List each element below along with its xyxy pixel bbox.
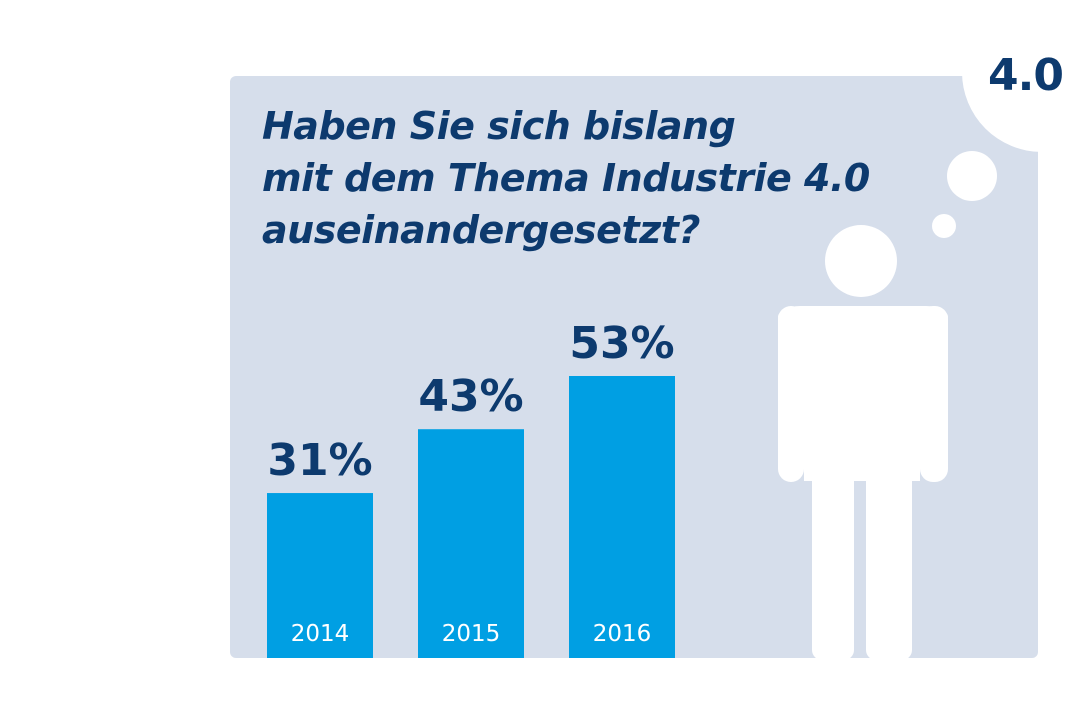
badge-label: 4.0 bbox=[988, 50, 1064, 101]
category-label-2016: 2016 bbox=[593, 621, 652, 647]
bar-2015 bbox=[418, 429, 524, 658]
bars-group: 31% 2014 43% 2015 53% 2016 bbox=[267, 318, 675, 658]
person-icon bbox=[778, 225, 948, 660]
category-label-2014: 2014 bbox=[291, 621, 350, 647]
title-line-2: mit dem Thema Industrie 4.0 bbox=[262, 156, 870, 200]
value-label-2015: 43% bbox=[418, 371, 523, 422]
title-line-3: auseinandergesetzt? bbox=[262, 208, 700, 252]
bar-2016 bbox=[569, 376, 675, 658]
chart-title: Haben Sie sich bislang mit dem Thema Ind… bbox=[262, 100, 902, 256]
value-label-2014: 31% bbox=[267, 435, 372, 486]
category-label-2015: 2015 bbox=[442, 621, 501, 647]
value-label-2016: 53% bbox=[569, 318, 674, 369]
title-line-1: Haben Sie sich bislang bbox=[262, 104, 736, 148]
thought-bubble-icon bbox=[932, 0, 1080, 238]
bar-2014 bbox=[267, 493, 373, 658]
